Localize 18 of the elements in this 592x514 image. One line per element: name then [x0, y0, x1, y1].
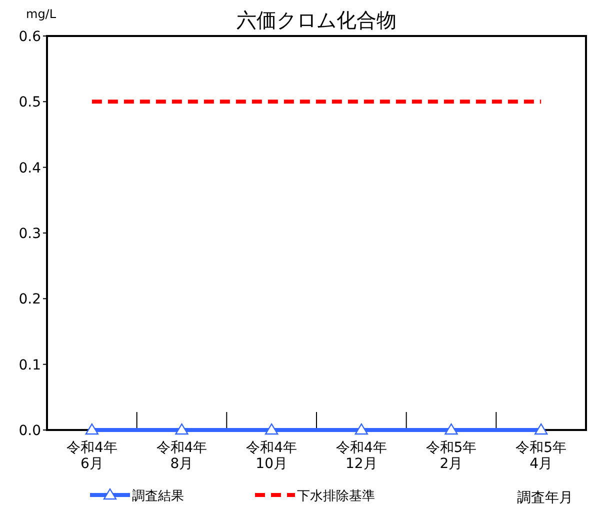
y-tick-label: 0.0: [18, 423, 41, 439]
y-tick-label: 0.3: [18, 226, 41, 242]
legend-label: 下水排除基準: [297, 489, 375, 504]
x-tick-label: 令和4年 8月: [156, 440, 208, 472]
y-tick-label: 0.5: [18, 94, 41, 111]
x-tick-label: 令和4年 6月: [66, 440, 118, 472]
y-tick-label: 0.1: [18, 357, 41, 374]
y-tick-label: 0.2: [18, 292, 41, 308]
ylabel: mg/L: [26, 7, 56, 21]
y-tick-label: 0.4: [18, 160, 42, 176]
x-tick-label: 令和5年 4月: [516, 440, 567, 472]
x-tick-label: 令和5年 2月: [426, 440, 477, 472]
y-tick-label: 0.6: [18, 29, 42, 45]
xlabel: 調査年月: [517, 490, 573, 506]
x-tick-label: 令和4年 12月: [336, 440, 387, 472]
x-tick-label: 令和4年 10月: [246, 440, 298, 472]
legend-label: 調査結果: [132, 489, 184, 504]
title: 六価クロム化合物: [236, 8, 396, 32]
